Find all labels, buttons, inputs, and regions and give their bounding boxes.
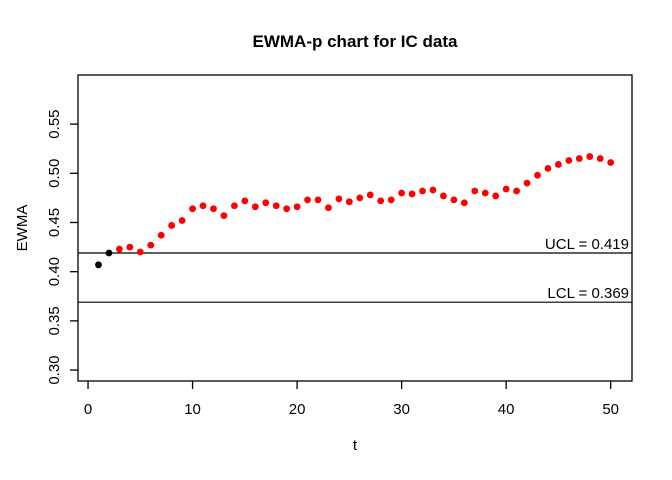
y-tick-label: 0.35 bbox=[46, 306, 63, 335]
data-point bbox=[544, 164, 552, 172]
y-axis-label: EWMA bbox=[14, 205, 31, 252]
y-tick-label: 0.55 bbox=[46, 109, 63, 138]
data-point bbox=[168, 222, 176, 229]
data-point bbox=[523, 179, 531, 187]
data-point bbox=[481, 189, 489, 197]
data-point bbox=[419, 187, 426, 195]
data-point bbox=[262, 199, 270, 207]
x-tick-label: 20 bbox=[289, 401, 306, 418]
data-point bbox=[126, 243, 134, 251]
data-point bbox=[492, 192, 500, 200]
y-tick-label: 0.50 bbox=[46, 159, 63, 188]
data-point bbox=[586, 153, 594, 160]
data-point bbox=[147, 241, 155, 249]
data-point bbox=[314, 196, 322, 204]
data-point bbox=[304, 196, 311, 204]
data-point bbox=[513, 187, 521, 195]
data-point bbox=[345, 198, 353, 206]
data-point bbox=[325, 204, 332, 212]
data-point bbox=[189, 205, 196, 213]
data-point bbox=[251, 203, 259, 211]
data-point bbox=[429, 186, 437, 194]
y-tick-label: 0.40 bbox=[46, 257, 63, 286]
data-point bbox=[460, 199, 468, 207]
data-point bbox=[157, 231, 165, 239]
plot-box bbox=[77, 74, 633, 382]
data-point bbox=[241, 197, 249, 205]
y-tick-label: 0.30 bbox=[46, 355, 63, 384]
x-tick-label: 30 bbox=[393, 401, 410, 418]
data-point bbox=[575, 155, 583, 162]
x-tick-label: 40 bbox=[498, 401, 515, 418]
x-tick-label: 50 bbox=[602, 401, 619, 418]
data-point bbox=[502, 185, 510, 193]
data-point bbox=[230, 202, 238, 210]
x-tick-label: 10 bbox=[184, 401, 201, 418]
chart-title: EWMA-p chart for IC data bbox=[253, 32, 458, 51]
data-point bbox=[440, 192, 447, 200]
data-point bbox=[408, 190, 416, 198]
data-point bbox=[199, 202, 207, 210]
data-point bbox=[115, 245, 123, 253]
y-tick-label: 0.45 bbox=[46, 208, 63, 237]
data-point bbox=[335, 195, 343, 203]
data-point bbox=[136, 248, 144, 256]
data-point bbox=[272, 202, 280, 210]
data-point bbox=[387, 196, 395, 204]
x-axis-label: t bbox=[353, 437, 358, 454]
ucl-label: UCL = 0.419 bbox=[545, 236, 629, 253]
data-point bbox=[596, 155, 604, 162]
data-point bbox=[366, 191, 374, 199]
data-point bbox=[377, 197, 385, 205]
data-point bbox=[534, 171, 541, 179]
lcl-label: LCL = 0.369 bbox=[547, 285, 629, 302]
data-point bbox=[471, 187, 479, 195]
data-point bbox=[450, 196, 458, 204]
data-point bbox=[565, 157, 573, 164]
data-point bbox=[398, 189, 406, 197]
data-point bbox=[178, 217, 186, 224]
data-point bbox=[210, 205, 217, 213]
data-point bbox=[105, 249, 113, 257]
data-point bbox=[555, 161, 562, 168]
data-point bbox=[293, 203, 301, 211]
x-tick-label: 0 bbox=[84, 401, 92, 418]
data-point bbox=[95, 261, 102, 269]
chart-render-layer: 0 10 20 30 40 50 0.30 0.35 0.40 0.45 0.50 0.55 bbox=[46, 74, 633, 418]
data-point bbox=[220, 212, 228, 220]
data-point bbox=[356, 194, 364, 202]
data-point bbox=[607, 159, 615, 166]
data-point bbox=[283, 205, 291, 213]
